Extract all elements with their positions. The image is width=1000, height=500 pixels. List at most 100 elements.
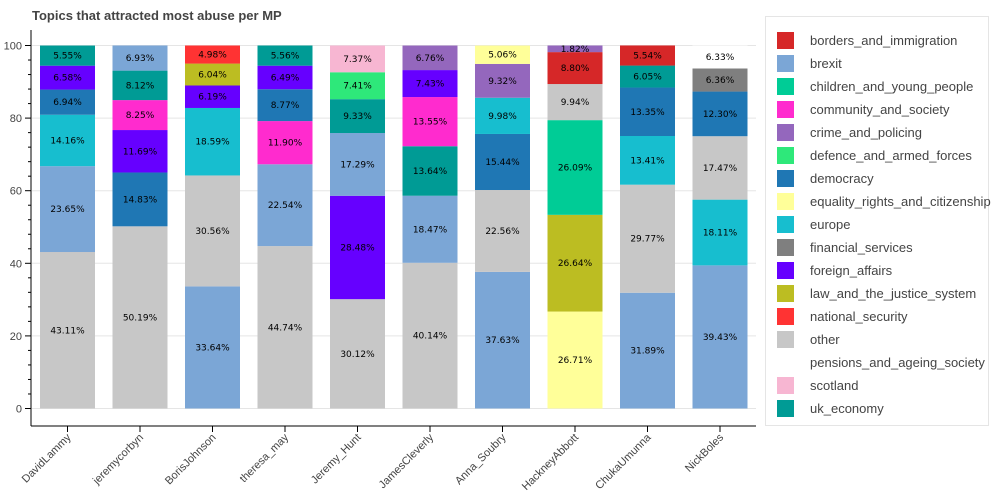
data-label: 9.32% [488,77,517,87]
bar-segment [330,195,385,300]
legend-swatch [777,54,794,72]
legend-item[interactable]: foreign_affairs [777,260,892,280]
x-tick-label: theresa_may [238,431,292,485]
bar-segment [692,199,748,266]
legend-item[interactable]: brexit [777,53,842,73]
data-label: 6.05% [633,73,662,83]
y-tick-label: 20 [10,331,22,343]
data-label: 9.94% [561,98,590,108]
y-tick-label: 60 [10,186,22,198]
data-label: 13.41% [630,156,665,166]
data-label: 5.54% [633,52,662,62]
bar-segment [402,70,458,98]
data-label: 44.74% [268,323,303,333]
y-tick-label: 100 [4,41,22,53]
data-label: 6.58% [53,74,82,84]
legend-item[interactable]: scotland [777,375,858,395]
legend-label: community_and_society [810,101,950,117]
data-label: 14.16% [50,136,85,146]
data-label: 11.90% [268,139,303,149]
bar-segment [402,45,458,71]
legend-label: national_security [810,308,908,324]
bar-segment [40,166,95,253]
legend-item[interactable]: financial_services [777,237,913,257]
legend-label: crime_and_policing [810,124,923,140]
bar-segment [330,133,385,196]
bar-segment [475,63,530,98]
data-label: 29.77% [630,235,665,245]
data-label: 40.14% [413,332,448,342]
data-label: 26.71% [558,356,593,366]
data-label: 8.80% [561,64,590,74]
data-label: 13.35% [630,108,665,118]
data-label: 15.44% [485,158,520,168]
legend-swatch [777,31,794,49]
bar-segment [402,146,458,196]
data-label: 23.65% [50,205,85,215]
data-label: 18.11% [703,228,738,238]
bar-segment [547,84,603,121]
bar-segment [402,97,458,147]
data-label: 6.94% [53,98,82,108]
legend-item[interactable]: community_and_society [777,99,949,119]
bar-segment [40,65,95,90]
bar-segment [402,195,458,263]
data-label: 1.82% [561,45,590,55]
y-tick-label: 80 [10,113,22,125]
plot-area: 43.11% 23.65% 14.16% 6.94% 6.58% 5.55% 50.19% 1… [4,30,756,493]
legend-label: children_and_young_people [810,78,974,94]
bar-segment [257,164,313,247]
x-tick-label: JamesCleverly [377,431,437,491]
data-label: 17.29% [340,160,375,170]
data-label: 12.30% [703,110,738,120]
data-label: 6.76% [416,54,445,64]
bar-segment [185,63,240,86]
chart-title: Topics that attracted most abuse per MP [32,8,282,23]
y-tick-label: 40 [10,258,22,270]
legend-swatch [777,261,794,279]
legend-label: equality_rights_and_citizenship [810,193,991,209]
bar-segment [475,97,530,134]
data-label: 6.36% [706,76,735,86]
legend-item[interactable]: pensions_and_ageing_society [777,352,985,372]
data-label: 6.19% [198,93,227,103]
legend-swatch [777,146,794,164]
y-tick-label: 0 [16,404,22,416]
bar-segment [330,72,385,100]
legend-item[interactable]: uk_economy [777,398,884,418]
bar-segment [40,114,95,167]
bar-segment [620,45,675,66]
legend-item[interactable]: crime_and_policing [777,122,922,142]
bar-segment [620,184,675,293]
data-label: 6.04% [198,71,227,81]
data-label: 17.47% [703,164,738,174]
legend-item[interactable]: democracy [777,168,874,188]
legend-label: other [810,331,840,347]
bar-segment [475,45,530,64]
x-tick-label: jeremycorbyn [90,432,146,488]
legend-swatch [777,330,794,348]
legend-label: democracy [810,170,874,186]
bar-segment [112,226,168,409]
legend-swatch [777,215,794,233]
x-tick-label: BorisJohnson [163,432,219,488]
legend-item[interactable]: borders_and_immigration [777,30,957,50]
data-label: 43.11% [50,326,85,336]
legend-item[interactable]: children_and_young_people [777,76,973,96]
legend-item[interactable]: other [777,329,840,349]
legend-label: borders_and_immigration [810,32,958,48]
bar-segment [185,175,240,287]
bar-segment [112,100,168,131]
data-label: 7.41% [343,82,372,92]
data-label: 8.25% [126,111,155,121]
legend-item[interactable]: law_and_the_justice_system [777,283,976,303]
x-tick-label: ChukaUmunna [593,431,654,492]
data-label: 22.56% [485,227,520,237]
legend-item[interactable]: defence_and_armed_forces [777,145,972,165]
bar-segment [185,286,240,409]
bar-segment [547,45,603,53]
legend-item[interactable]: equality_rights_and_citizenship [777,191,991,211]
legend-item[interactable]: national_security [777,306,908,326]
legend-item[interactable]: europe [777,214,850,234]
bar-segment [257,246,313,409]
